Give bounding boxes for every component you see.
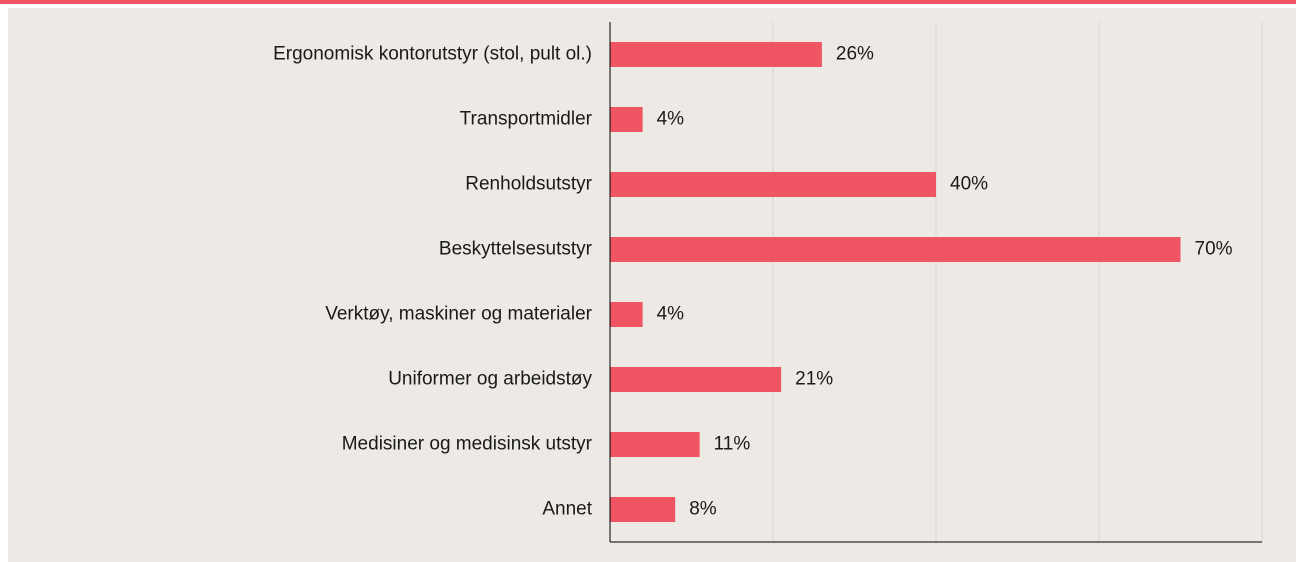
bar <box>610 302 643 327</box>
value-label: 21% <box>795 369 833 390</box>
bar <box>610 42 822 67</box>
value-label: 11% <box>714 434 751 455</box>
bar <box>610 107 643 132</box>
bar <box>610 432 700 457</box>
y-tick-label: Verktøy, maskiner og materialer <box>325 304 592 325</box>
y-tick-label: Medisiner og medisinsk utstyr <box>342 434 593 455</box>
value-label: 70% <box>1195 239 1233 260</box>
chart-background <box>8 8 1296 562</box>
bar <box>610 367 782 392</box>
value-label: 4% <box>657 304 685 325</box>
bar <box>610 497 676 522</box>
value-label: 40% <box>950 174 988 195</box>
y-tick-label: Annet <box>542 499 592 520</box>
value-label: 8% <box>689 499 717 520</box>
y-tick-label: Uniformer og arbeidstøy <box>388 369 592 390</box>
value-label: 4% <box>657 109 685 130</box>
y-tick-label: Renholdsutstyr <box>465 174 592 195</box>
y-tick-label: Transportmidler <box>460 109 593 130</box>
value-label: 26% <box>836 44 874 65</box>
bar <box>610 172 936 197</box>
top-stripe <box>0 0 1296 4</box>
y-tick-label: Beskyttelsesutstyr <box>439 239 593 260</box>
y-tick-label: Ergonomisk kontorutstyr (stol, pult ol.) <box>273 44 592 65</box>
bar <box>610 237 1181 262</box>
